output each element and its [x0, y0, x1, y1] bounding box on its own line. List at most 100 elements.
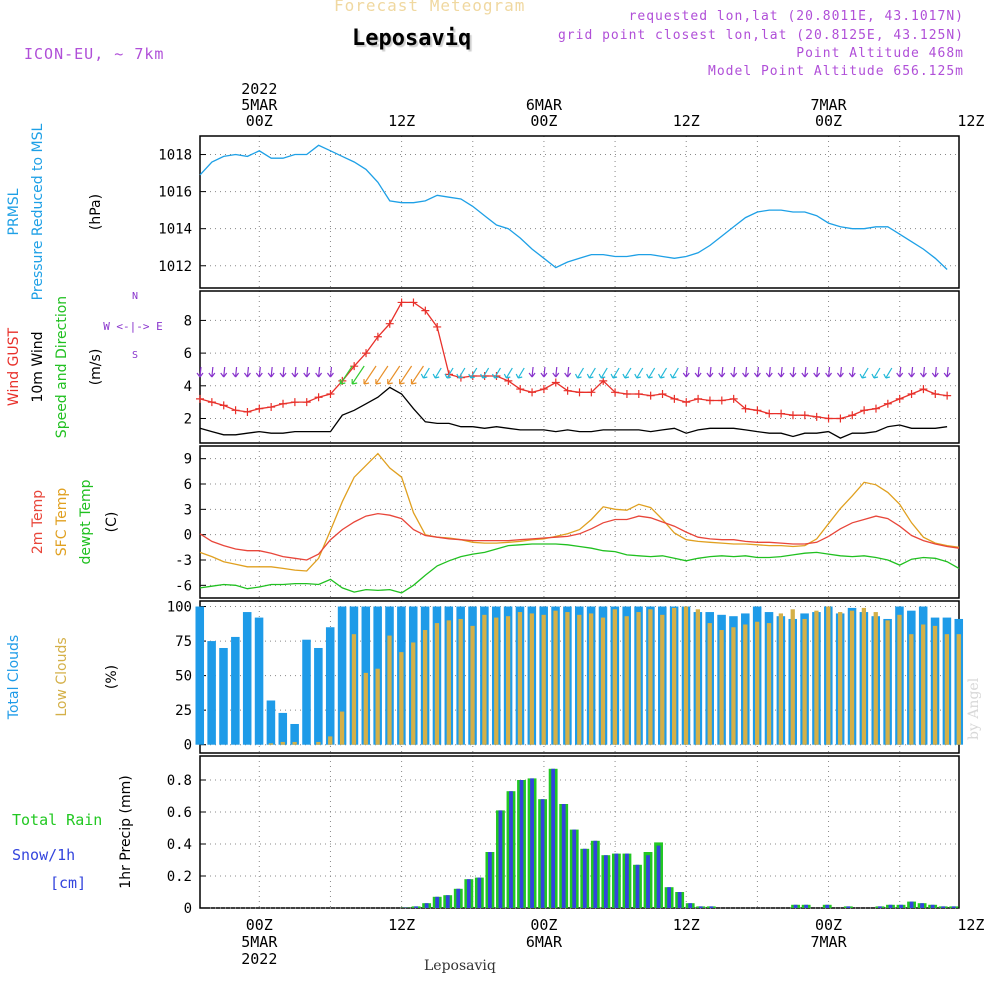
temperature-panel — [199, 445, 960, 599]
snow-legend: Snow/1h — [12, 846, 75, 864]
low-cloud-bar — [648, 609, 653, 745]
wind-direction-barb — [706, 366, 714, 378]
gust-marker — [919, 385, 928, 394]
wind-direction-barb — [399, 365, 413, 385]
gust-marker — [883, 399, 892, 408]
temperature-tick-label: -3 — [175, 553, 192, 569]
snow-bar — [445, 895, 450, 908]
gust-marker — [812, 412, 821, 421]
pressure-tick-label: 1012 — [158, 259, 192, 275]
wind-direction-barb — [291, 366, 299, 378]
wind-direction-barb — [801, 366, 809, 378]
snow-bar — [424, 903, 429, 908]
wind-panel — [199, 290, 960, 444]
pressure-tick-label: 1016 — [158, 185, 192, 201]
pressure-panel — [199, 135, 960, 289]
bottom-time-label: 00Z — [246, 916, 273, 934]
low-cloud-bar — [695, 609, 700, 745]
snow-bar — [466, 879, 471, 908]
gust-marker — [397, 298, 406, 307]
gust-marker — [765, 409, 774, 418]
wind-direction-barb — [943, 366, 951, 378]
precip-tick-label: 0 — [184, 901, 192, 917]
low-cloud-bar — [849, 610, 855, 745]
wind-direction-barb — [669, 367, 679, 379]
dewpt-temp-line — [199, 543, 960, 594]
gust-marker — [587, 388, 596, 397]
low-cloud-bar — [505, 616, 511, 745]
top-time-label: 12Z — [388, 112, 415, 130]
gust-marker — [599, 376, 608, 385]
low-cloud-bar — [517, 612, 523, 745]
snow-bar — [878, 906, 882, 908]
low-cloud-bar — [932, 625, 938, 745]
precip-tick-label: 0.4 — [167, 837, 192, 853]
low-cloud-bar — [873, 612, 878, 745]
wind-direction-barb — [351, 365, 365, 385]
gust-marker — [836, 414, 845, 423]
wind-direction-barb — [931, 366, 939, 378]
gust-marker — [907, 389, 916, 398]
wind-direction-barb — [657, 367, 668, 379]
wind-direction-barb — [528, 366, 536, 378]
gust-marker — [824, 414, 833, 423]
low-cloud-bar — [731, 627, 736, 745]
snow-bar — [435, 896, 440, 908]
pressure-tick-label: 1018 — [158, 148, 192, 164]
gust-marker — [575, 388, 584, 397]
wind-direction-barb — [622, 367, 632, 379]
snow-bar — [530, 778, 534, 908]
precip-tick-label: 0.6 — [167, 805, 192, 821]
gust-marker — [871, 404, 880, 413]
low-cloud-bar — [363, 672, 368, 745]
low-cloud-bar — [339, 711, 345, 745]
bottom-time-label: 12Z — [957, 916, 984, 934]
precip-ylabel: 1hr Precip (mm) — [118, 775, 134, 888]
wind-direction-barb — [682, 366, 690, 378]
panel-ylabel: Low Clouds — [54, 637, 70, 716]
snow-bar — [667, 887, 672, 908]
gust-marker — [729, 394, 738, 403]
panel-ylabel: 2m Temp — [30, 490, 46, 554]
snow-bar — [635, 864, 640, 908]
wind-speed-line — [199, 386, 948, 439]
gust-marker — [860, 406, 869, 415]
panel-unit-label: (hPa) — [88, 194, 104, 230]
gust-marker — [231, 406, 240, 415]
gust-marker — [670, 394, 679, 403]
gust-marker — [409, 298, 418, 307]
wind-direction-barb — [883, 367, 893, 379]
wind-direction-barb — [789, 366, 797, 378]
low-cloud-bar — [778, 613, 784, 745]
wind-direction-barb — [552, 366, 560, 378]
wind-direction-barb — [540, 366, 548, 378]
gust-marker — [302, 398, 311, 407]
gust-marker — [207, 398, 216, 407]
gust-marker — [931, 389, 940, 398]
panel-ylabel: 10m Wind — [30, 331, 46, 402]
gust-marker — [717, 396, 726, 405]
bottom-time-label: 5MAR — [241, 933, 278, 951]
precip-tick-label: 0.2 — [167, 869, 192, 885]
snow-bar — [572, 829, 577, 908]
total-cloud-bar — [337, 606, 347, 745]
gust-marker — [800, 411, 809, 420]
low-cloud-bar — [636, 612, 641, 745]
panel-ylabel: dewpt Temp — [78, 479, 94, 564]
gust-marker — [196, 394, 204, 403]
gust-marker — [551, 378, 560, 387]
bottom-time-label: 6MAR — [526, 933, 563, 951]
low-cloud-bar — [399, 652, 404, 745]
wind-direction-barb — [718, 366, 726, 378]
wind-direction-barb — [303, 366, 311, 378]
low-cloud-bar — [268, 743, 274, 745]
snow-bar — [614, 853, 619, 908]
wind-direction-barb — [480, 367, 490, 379]
total-cloud-bar — [207, 641, 216, 745]
top-time-label: 00Z — [530, 112, 557, 130]
snow-bar — [519, 780, 524, 908]
wind-direction-barb — [456, 367, 466, 379]
gust-marker — [611, 388, 620, 397]
total-cloud-bar — [231, 636, 240, 745]
model-point-altitude: Model Point Altitude 656.125m — [708, 64, 964, 79]
